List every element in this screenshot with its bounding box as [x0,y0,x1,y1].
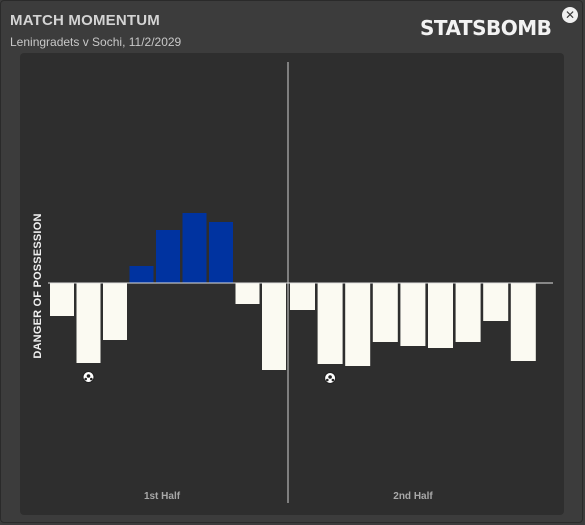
momentum-bar [510,283,536,361]
half-label: 2nd Half [393,491,433,502]
momentum-bar [182,213,207,283]
momentum-bar [290,283,315,310]
half-label: 1st Half [144,491,181,502]
momentum-bar [372,283,398,342]
momentum-bar [262,283,286,370]
chart-title: MATCH MOMENTUM [10,12,160,29]
statsbomb-logo: STATSBOMB [420,16,552,40]
football-icon [324,372,337,384]
football-icon [82,371,95,383]
momentum-bar [483,283,509,321]
momentum-bar [129,266,154,283]
momentum-bar [455,283,481,342]
momentum-bar [400,283,426,346]
momentum-bar [345,283,371,366]
momentum-bar [317,283,343,364]
momentum-bar [209,222,233,283]
momentum-bar [76,283,101,363]
momentum-bar [235,283,260,304]
momentum-bar [428,283,453,348]
momentum-bar [156,230,180,283]
momentum-bar [50,283,74,316]
match-subtitle: Leningradets v Sochi, 11/2/2029 [10,35,182,49]
close-icon[interactable]: ✕ [562,7,578,23]
momentum-bar [103,283,127,340]
